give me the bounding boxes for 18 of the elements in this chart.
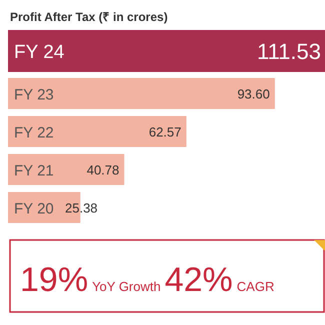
- bar: [8, 116, 186, 147]
- y-tick-label: FY 24: [14, 42, 65, 63]
- y-tick-label: FY 21: [14, 162, 54, 180]
- bar: [8, 154, 124, 185]
- data-label: 40.78: [86, 162, 120, 178]
- text: YoY Growth: [92, 279, 161, 294]
- y-tick-label: FY 20: [14, 200, 54, 218]
- text: 19%: [20, 261, 88, 299]
- y-tick-label: FY 23: [14, 86, 54, 104]
- bar: [8, 78, 275, 109]
- data-label: 62.57: [148, 124, 182, 140]
- chart-title: Profit After Tax (₹ in crores): [10, 10, 168, 24]
- text: CAGR: [236, 279, 274, 294]
- data-label: 25.38: [65, 200, 98, 216]
- data-label: 93.60: [237, 86, 270, 102]
- text: 42%: [164, 261, 233, 299]
- y-tick-label: FY 22: [14, 124, 54, 142]
- data-label: 111.53: [256, 39, 321, 64]
